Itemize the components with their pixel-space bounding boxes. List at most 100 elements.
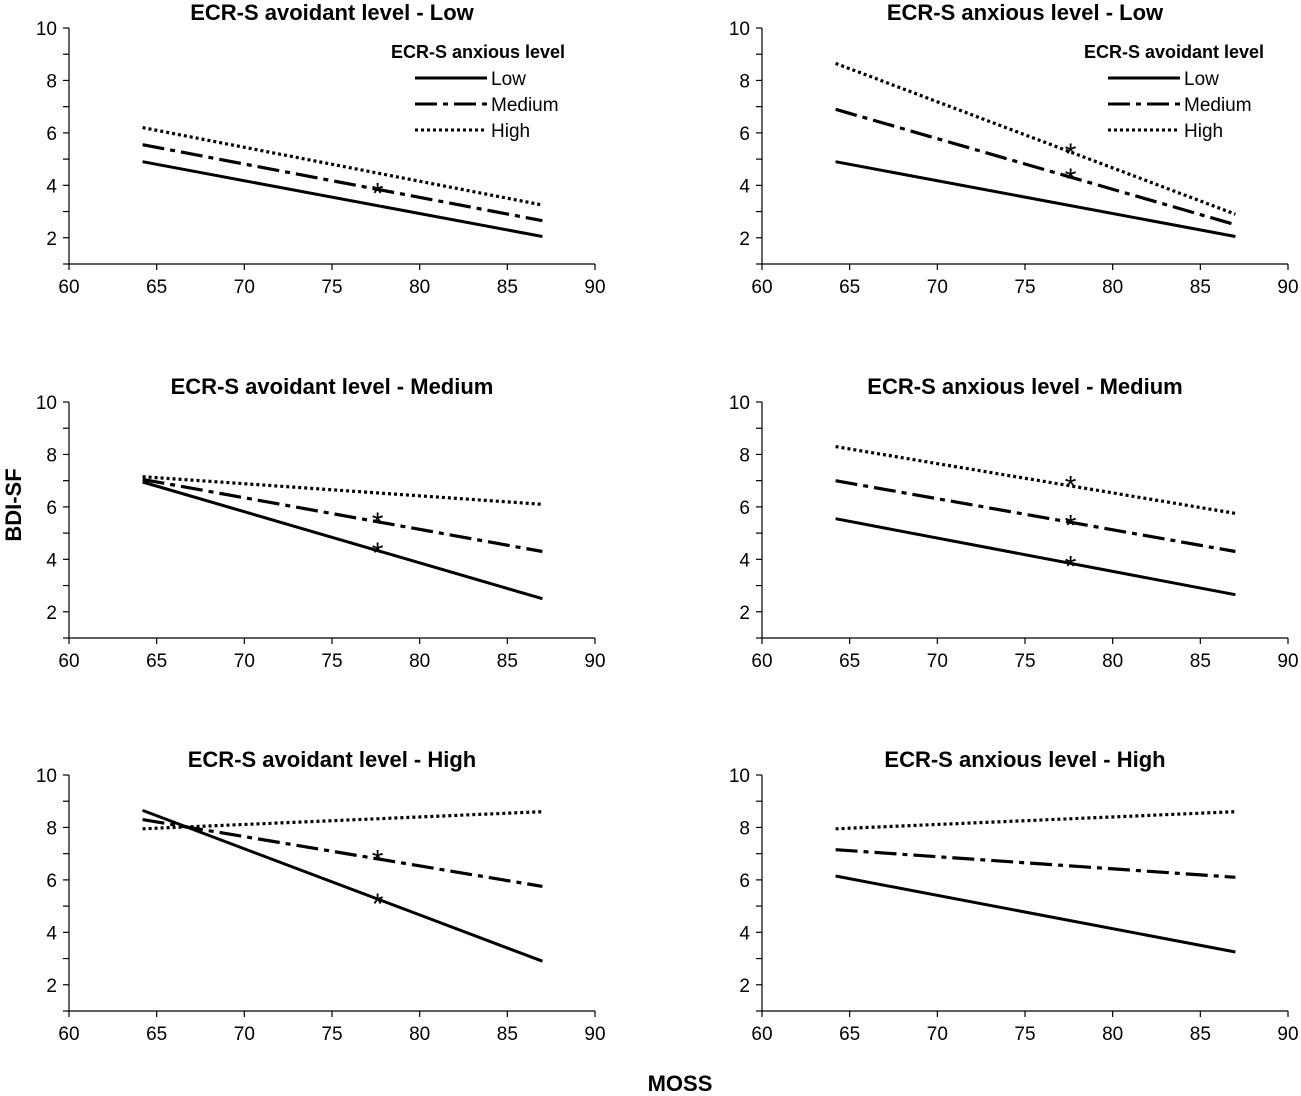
legend-label: High — [1184, 121, 1223, 142]
y-tick-label: 2 — [46, 976, 57, 997]
x-tick-label: 60 — [751, 651, 772, 672]
legend-title: ECR-S avoidant level — [1084, 42, 1264, 62]
series-line-dotted — [835, 445, 1236, 515]
y-axis-title: BDI-SF — [1, 468, 26, 541]
y-tick-label: 8 — [46, 818, 57, 839]
x-tick-label: 70 — [234, 277, 255, 298]
y-tick-label: 10 — [729, 393, 750, 414]
x-tick-label: 65 — [146, 651, 167, 672]
panels: ECR-S avoidant level - Low 60 65 70 75 80 85 90… — [36, 0, 1299, 1045]
y-tick-label: 2 — [739, 976, 750, 997]
x-tick-label: 60 — [58, 1024, 79, 1045]
significance-marker: * — [372, 178, 384, 211]
y-tick-label: 4 — [739, 176, 750, 197]
y-tick-label: 10 — [729, 19, 750, 40]
series-line-high — [835, 61, 1236, 216]
x-tick-label: 65 — [146, 277, 167, 298]
x-tick-label: 90 — [1277, 277, 1298, 298]
significance-marker: * — [1065, 138, 1077, 171]
significance-marker: * — [372, 507, 384, 540]
legend-label: Medium — [491, 95, 559, 116]
y-tick-label: 6 — [46, 498, 57, 519]
x-tick-label: 85 — [1190, 1024, 1211, 1045]
x-tick-label: 75 — [1014, 651, 1035, 672]
chart-title: ECR-S avoidant level - Low — [190, 0, 474, 25]
legend: ECR-S avoidant level Low Medium High — [1084, 42, 1264, 142]
series-line-dashdot — [835, 848, 1236, 879]
chart-panel-2: ECR-S anxious level - Low 60 65 70 75 80 85 90 2… — [729, 0, 1299, 298]
x-tick-label: 70 — [927, 277, 948, 298]
series-line-solid — [142, 808, 543, 963]
y-tick-label: 2 — [46, 229, 57, 250]
x-tick-label: 75 — [321, 651, 342, 672]
chart-title: ECR-S anxious level - Medium — [867, 374, 1182, 399]
x-tick-label: 60 — [58, 277, 79, 298]
series-line-medium — [835, 107, 1236, 227]
series-line-high — [142, 126, 543, 207]
y-tick-label: 10 — [36, 766, 57, 787]
significance-marker: * — [1065, 510, 1077, 543]
x-tick-label: 90 — [1277, 1024, 1298, 1045]
x-tick-label: 70 — [234, 1024, 255, 1045]
chart-panel-4: ECR-S anxious level - Medium 60 65 70 75 80 85… — [729, 374, 1299, 672]
x-tick-label: 85 — [497, 651, 518, 672]
series-line-dotted — [142, 810, 543, 831]
y-tick-label: 6 — [739, 871, 750, 892]
significance-marker: * — [372, 537, 384, 570]
y-tick-label: 6 — [46, 124, 57, 145]
x-tick-label: 75 — [1014, 277, 1035, 298]
x-tick-label: 85 — [1190, 651, 1211, 672]
legend-title: ECR-S anxious level — [391, 42, 565, 62]
y-tick-label: 2 — [739, 229, 750, 250]
significance-marker: * — [1065, 550, 1077, 583]
chart-title: ECR-S avoidant level - Medium — [171, 374, 494, 399]
x-tick-label: 80 — [409, 277, 430, 298]
x-tick-label: 90 — [584, 277, 605, 298]
x-tick-label: 85 — [497, 277, 518, 298]
y-tick-label: 6 — [46, 871, 57, 892]
legend-label: Low — [491, 69, 526, 90]
x-tick-label: 60 — [751, 1024, 772, 1045]
legend-label: Low — [1184, 69, 1219, 90]
x-tick-label: 75 — [1014, 1024, 1035, 1045]
series-line-solid — [835, 517, 1236, 597]
series-line-solid — [835, 874, 1236, 954]
series-line-dashdot — [142, 818, 543, 888]
x-tick-label: 60 — [58, 651, 79, 672]
x-tick-label: 80 — [1102, 651, 1123, 672]
y-tick-label: 4 — [46, 923, 57, 944]
legend: ECR-S anxious level Low Medium High — [391, 42, 565, 142]
y-tick-label: 4 — [46, 550, 57, 571]
chart-panel-5: ECR-S avoidant level - High 60 65 70 75 80 85 9… — [36, 747, 606, 1045]
y-tick-label: 10 — [36, 393, 57, 414]
chart-title: ECR-S anxious level - High — [884, 747, 1165, 772]
series-line-low — [142, 160, 543, 238]
x-tick-label: 60 — [751, 277, 772, 298]
series-line-dashdot — [142, 477, 543, 554]
x-tick-label: 80 — [409, 651, 430, 672]
y-tick-label: 2 — [46, 603, 57, 624]
significance-marker: * — [372, 888, 384, 921]
chart-title: ECR-S anxious level - Low — [887, 0, 1164, 25]
x-tick-label: 75 — [321, 1024, 342, 1045]
y-tick-label: 4 — [739, 923, 750, 944]
chart-panel-1: ECR-S avoidant level - Low 60 65 70 75 80 85 90… — [36, 0, 606, 298]
y-tick-label: 8 — [739, 71, 750, 92]
chart-title: ECR-S avoidant level - High — [188, 747, 477, 772]
significance-marker: * — [372, 845, 384, 878]
x-tick-label: 85 — [1190, 277, 1211, 298]
significance-marker: * — [1065, 470, 1077, 503]
y-tick-label: 8 — [46, 445, 57, 466]
series-line-dotted — [142, 475, 543, 506]
x-tick-label: 80 — [409, 1024, 430, 1045]
x-tick-label: 90 — [1277, 651, 1298, 672]
x-tick-label: 65 — [839, 1024, 860, 1045]
legend-label: High — [491, 121, 530, 142]
x-tick-label: 65 — [146, 1024, 167, 1045]
x-tick-label: 75 — [321, 277, 342, 298]
x-tick-label: 80 — [1102, 1024, 1123, 1045]
x-tick-label: 70 — [234, 651, 255, 672]
x-axis-title: MOSS — [648, 1071, 713, 1096]
y-tick-label: 8 — [739, 818, 750, 839]
